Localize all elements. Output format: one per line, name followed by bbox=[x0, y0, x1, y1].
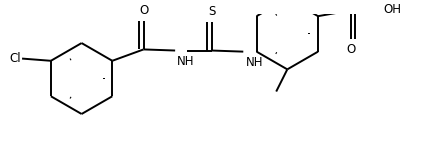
Text: O: O bbox=[346, 42, 355, 56]
Text: OH: OH bbox=[383, 3, 401, 16]
Text: NH: NH bbox=[246, 56, 263, 69]
Text: S: S bbox=[208, 5, 215, 18]
Text: O: O bbox=[139, 4, 148, 17]
Text: NH: NH bbox=[177, 55, 195, 68]
Text: Cl: Cl bbox=[9, 52, 21, 65]
